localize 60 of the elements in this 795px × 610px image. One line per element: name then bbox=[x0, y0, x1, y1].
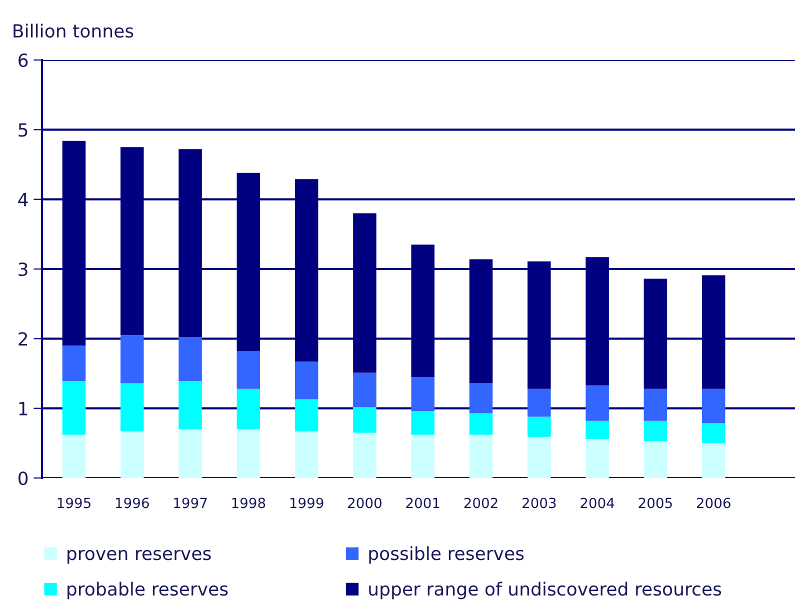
x-tick-label: 2006 bbox=[696, 498, 730, 508]
bar bbox=[469, 383, 493, 414]
bar bbox=[178, 429, 202, 478]
bar bbox=[702, 388, 726, 423]
y-tick-label: 0 bbox=[18, 471, 28, 486]
bar bbox=[644, 441, 668, 478]
legend-label: proven reserves bbox=[68, 550, 211, 564]
bar bbox=[411, 434, 434, 478]
bar bbox=[62, 381, 86, 435]
bar bbox=[62, 434, 86, 478]
x-tick-label: 1998 bbox=[232, 498, 266, 508]
bar bbox=[586, 438, 609, 478]
x-tick-label: 2005 bbox=[638, 498, 672, 508]
legend-label: probable reserves bbox=[68, 582, 228, 600]
x-tick-label: 2004 bbox=[580, 498, 614, 508]
bar bbox=[644, 388, 668, 421]
bar bbox=[353, 432, 376, 478]
y-tick-label: 4 bbox=[18, 193, 28, 206]
x-tick-label: 1996 bbox=[116, 498, 149, 508]
bar bbox=[120, 335, 144, 384]
bar bbox=[353, 406, 376, 433]
bar bbox=[294, 362, 318, 400]
bar bbox=[236, 388, 260, 430]
bar bbox=[644, 420, 668, 442]
x-tick-label: 2001 bbox=[406, 498, 440, 508]
x-tick-label: 1997 bbox=[174, 498, 207, 508]
y-tick-label: 5 bbox=[18, 123, 28, 137]
bar bbox=[528, 436, 551, 478]
legend-label: possible reserves bbox=[369, 546, 524, 564]
bar bbox=[236, 351, 260, 389]
x-tick-label: 1999 bbox=[290, 498, 324, 508]
y-axis-title: Billion tonnes bbox=[14, 24, 134, 38]
bar bbox=[62, 346, 86, 382]
x-tick-label: 1995 bbox=[58, 498, 90, 508]
x-tick-label: 2000 bbox=[348, 498, 382, 508]
bar bbox=[469, 434, 493, 478]
bar bbox=[178, 381, 202, 430]
bar bbox=[702, 443, 726, 478]
bar bbox=[120, 383, 144, 432]
y-tick-label: 6 bbox=[18, 53, 28, 68]
bar bbox=[528, 388, 551, 417]
y-tick-label: 3 bbox=[18, 262, 28, 276]
bar bbox=[702, 422, 726, 444]
bar bbox=[236, 429, 260, 478]
bar bbox=[469, 413, 493, 435]
bar bbox=[353, 372, 376, 407]
y-tick-label: 1 bbox=[19, 402, 28, 416]
y-tick-label: 2 bbox=[18, 332, 27, 346]
bar bbox=[411, 411, 434, 435]
bar bbox=[586, 420, 609, 439]
legend-label: upper range of undiscovered resources bbox=[369, 582, 722, 600]
bar bbox=[528, 416, 551, 437]
bar bbox=[586, 385, 609, 421]
bar bbox=[120, 431, 144, 478]
bar bbox=[294, 431, 318, 478]
x-tick-label: 2003 bbox=[522, 498, 556, 508]
x-tick-label: 2002 bbox=[464, 498, 498, 508]
bar bbox=[411, 376, 434, 412]
bar bbox=[178, 337, 202, 382]
bar bbox=[294, 399, 318, 432]
